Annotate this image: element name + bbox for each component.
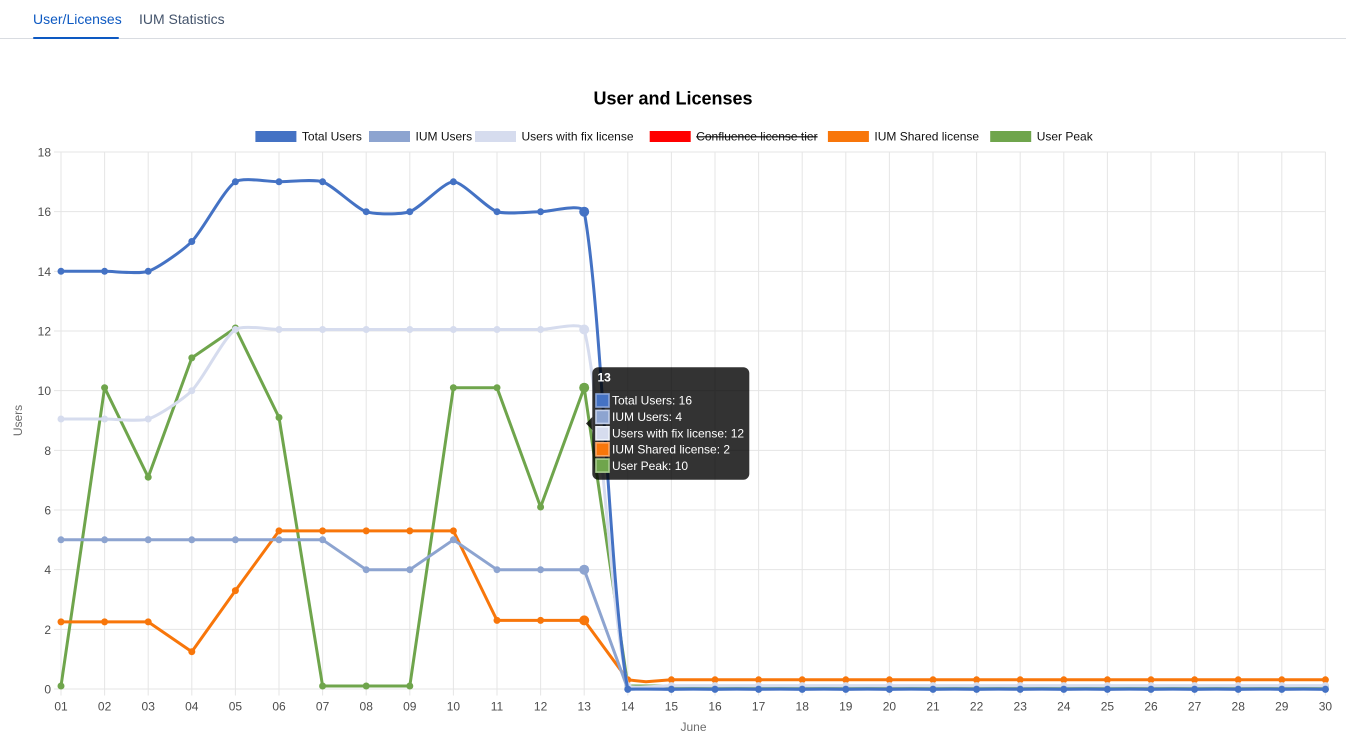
svg-text:13: 13 — [578, 700, 592, 714]
svg-text:17: 17 — [752, 700, 766, 714]
svg-text:12: 12 — [38, 325, 52, 339]
svg-text:6: 6 — [44, 504, 51, 518]
svg-text:08: 08 — [360, 700, 374, 714]
svg-text:16: 16 — [38, 205, 52, 219]
svg-text:18: 18 — [38, 146, 52, 160]
svg-text:10: 10 — [447, 700, 461, 714]
svg-text:4: 4 — [44, 563, 51, 577]
svg-text:0: 0 — [44, 683, 51, 697]
svg-text:User Peak: 10: User Peak: 10 — [612, 459, 688, 473]
svg-text:15: 15 — [665, 700, 679, 714]
svg-text:23: 23 — [1014, 700, 1028, 714]
svg-text:IUM Shared license: IUM Shared license — [874, 130, 979, 144]
svg-text:IUM Users: IUM Users — [416, 130, 473, 144]
svg-text:20: 20 — [883, 700, 897, 714]
svg-text:IUM Shared license: 2: IUM Shared license: 2 — [612, 443, 730, 457]
svg-text:16: 16 — [708, 700, 722, 714]
svg-text:25: 25 — [1101, 700, 1115, 714]
svg-text:18: 18 — [796, 700, 810, 714]
svg-text:01: 01 — [54, 700, 68, 714]
svg-text:24: 24 — [1057, 700, 1071, 714]
svg-text:14: 14 — [621, 700, 635, 714]
svg-text:IUM Users: 4: IUM Users: 4 — [612, 410, 682, 424]
svg-text:11: 11 — [491, 700, 504, 714]
svg-text:13: 13 — [598, 371, 612, 385]
svg-text:29: 29 — [1275, 700, 1289, 714]
svg-text:10: 10 — [38, 384, 52, 398]
svg-text:14: 14 — [38, 265, 52, 279]
svg-text:05: 05 — [229, 700, 243, 714]
svg-text:8: 8 — [44, 444, 51, 458]
svg-text:Total Users: Total Users — [302, 130, 362, 144]
svg-text:2: 2 — [44, 623, 51, 637]
svg-text:19: 19 — [839, 700, 853, 714]
svg-text:User and Licenses: User and Licenses — [593, 89, 752, 109]
svg-text:User Peak: User Peak — [1037, 130, 1094, 144]
svg-text:Users: Users — [11, 405, 25, 436]
svg-text:21: 21 — [926, 700, 940, 714]
svg-text:Confluence license tier: Confluence license tier — [696, 130, 817, 144]
svg-text:22: 22 — [970, 700, 984, 714]
svg-text:06: 06 — [272, 700, 286, 714]
svg-text:Users with fix license: Users with fix license — [522, 130, 634, 144]
svg-text:12: 12 — [534, 700, 548, 714]
svg-text:June: June — [680, 720, 706, 734]
svg-text:Users with fix license: 12: Users with fix license: 12 — [612, 427, 744, 441]
svg-text:26: 26 — [1144, 700, 1158, 714]
svg-text:02: 02 — [98, 700, 112, 714]
svg-text:03: 03 — [142, 700, 156, 714]
svg-text:28: 28 — [1232, 700, 1246, 714]
svg-text:04: 04 — [185, 700, 199, 714]
svg-text:30: 30 — [1319, 700, 1333, 714]
svg-text:Total Users: 16: Total Users: 16 — [612, 394, 692, 408]
svg-text:27: 27 — [1188, 700, 1202, 714]
svg-text:07: 07 — [316, 700, 330, 714]
svg-text:09: 09 — [403, 700, 417, 714]
